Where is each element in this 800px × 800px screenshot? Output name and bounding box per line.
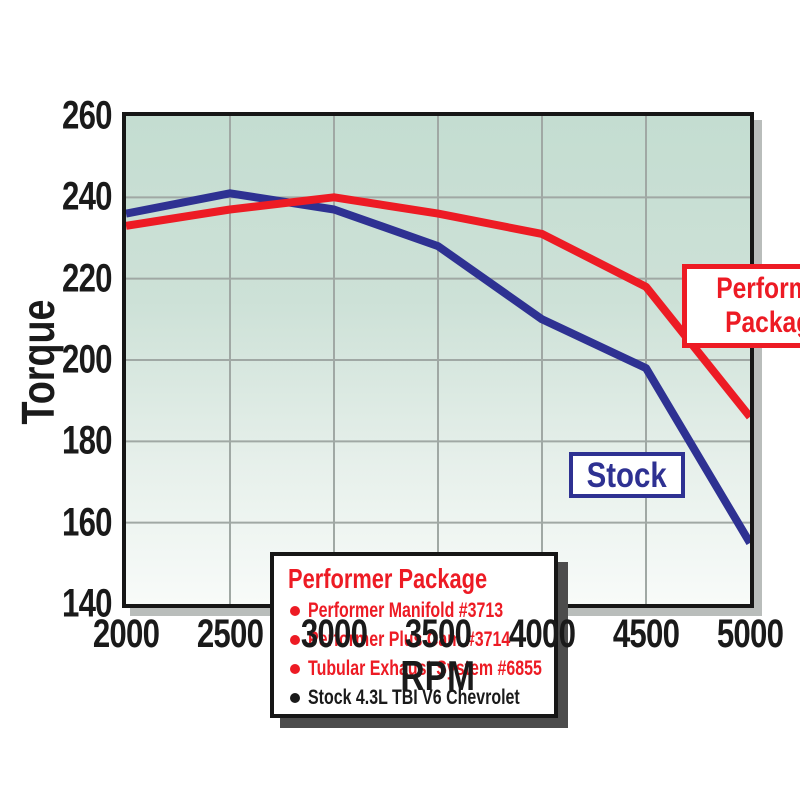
bullet-icon bbox=[290, 692, 300, 703]
y-tick-label: 160 bbox=[62, 500, 113, 545]
x-tick-label: 5000 bbox=[716, 612, 784, 656]
plot-area: Performer Package Stock Performer Packag… bbox=[122, 112, 800, 718]
x-tick-label: 4000 bbox=[508, 612, 576, 656]
legend-item: Tubular Exhaust System #6855 bbox=[288, 654, 554, 683]
legend-title: Performer Package bbox=[288, 563, 488, 594]
y-tick-label: 260 bbox=[62, 93, 113, 138]
x-tick-label: 2000 bbox=[92, 612, 160, 656]
y-tick-label: 140 bbox=[62, 581, 113, 626]
chart-lines-svg bbox=[126, 116, 750, 604]
y-axis: 140 160 180 200 220 240 260 bbox=[0, 94, 113, 626]
stock-callout: Stock bbox=[569, 452, 685, 498]
performer-package-callout: Performer Package bbox=[682, 264, 800, 348]
y-tick-label: 180 bbox=[62, 418, 113, 463]
legend-item: Performer Plus Cam #3714 bbox=[288, 625, 554, 654]
legend-item-label: Stock 4.3L TBI V6 Chevrolet bbox=[308, 685, 520, 709]
x-tick-label: 3500 bbox=[404, 612, 472, 656]
series-line-stock bbox=[126, 189, 750, 546]
legend-box: Performer Package Performer Manifold #37… bbox=[270, 552, 558, 718]
legend-item-label: Performer Manifold #3713 bbox=[308, 598, 504, 622]
x-tick-label: 3000 bbox=[300, 612, 368, 656]
performer-callout-label: Performer Package bbox=[715, 272, 800, 339]
bullet-icon bbox=[290, 605, 300, 616]
bullet-icon bbox=[290, 634, 300, 645]
legend-item: Performer Manifold #3713 bbox=[288, 596, 554, 625]
bullet-icon bbox=[290, 663, 300, 674]
series-line-performer-package bbox=[126, 193, 750, 420]
x-tick-label: 2500 bbox=[196, 612, 264, 656]
x-tick-label: 4500 bbox=[612, 612, 680, 656]
x-axis-title: RPM bbox=[400, 652, 476, 699]
legend-item: Stock 4.3L TBI V6 Chevrolet bbox=[288, 683, 554, 712]
stock-callout-label: Stock bbox=[586, 455, 668, 495]
legend-item-label: Performer Plus Cam #3714 bbox=[308, 627, 511, 651]
legend-items: Performer Manifold #3713 Performer Plus C… bbox=[288, 596, 554, 712]
y-tick-label: 240 bbox=[62, 174, 113, 219]
y-tick-label: 200 bbox=[62, 337, 113, 382]
y-tick-label: 220 bbox=[62, 256, 113, 301]
legend-item-label: Tubular Exhaust System #6855 bbox=[308, 656, 542, 680]
x-axis: 2000 2500 3000 3500 4000 4500 5000 bbox=[93, 612, 784, 658]
